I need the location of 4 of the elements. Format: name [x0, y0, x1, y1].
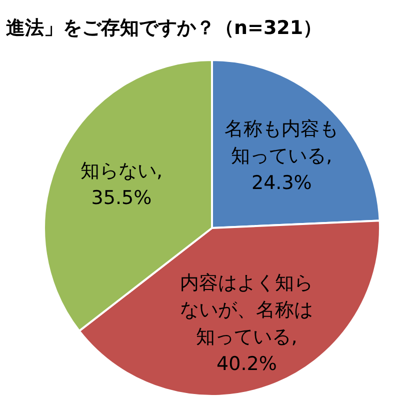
- slice-label: 内容はよく知らないが、名称は知っている, 40.2%: [180, 272, 314, 376]
- slice-label: 知らない, 35.5%: [80, 160, 162, 210]
- chart-title: 進法」をご存知ですか？（n=321）: [6, 17, 322, 39]
- slice-label: 名称も内容も知っている, 24.3%: [224, 118, 339, 194]
